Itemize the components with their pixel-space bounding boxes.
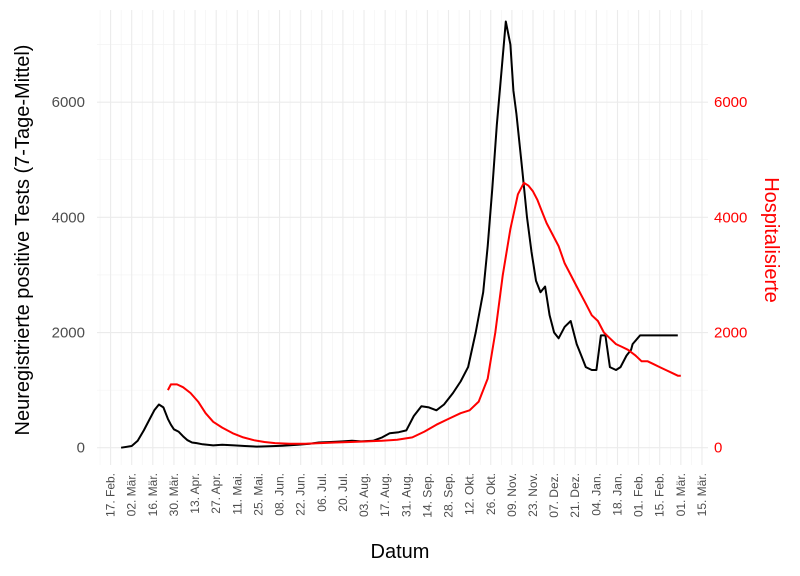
y-tick-label-right: 2000 (714, 325, 747, 342)
y-tick-label-left: 4000 (52, 209, 85, 226)
x-tick-label: 11. Mai. (230, 473, 244, 515)
y-tick-label-left: 2000 (52, 325, 85, 342)
x-tick-label: 03. Aug. (357, 473, 371, 517)
x-tick-label: 20. Jul. (336, 473, 350, 512)
x-tick-label: 21. Dez. (568, 473, 582, 518)
x-tick-label: 31. Aug. (399, 473, 413, 517)
x-tick-label: 23. Nov. (526, 473, 540, 517)
x-tick-label: 27. Apr. (209, 473, 223, 514)
y-tick-label-left: 0 (77, 440, 85, 457)
x-tick-label: 28. Sep. (442, 473, 456, 518)
series-layer (120, 20, 681, 449)
major-gridlines (97, 10, 708, 465)
x-tick-label: 01. Mär. (674, 473, 688, 516)
hospitalized-line (167, 181, 681, 445)
minor-gridlines (97, 10, 708, 465)
x-tick-label: 08. Jun. (273, 473, 287, 516)
x-axis-title: Datum (371, 541, 430, 563)
x-tick-label: 17. Feb. (104, 473, 118, 517)
x-tick-label: 01. Feb. (632, 473, 646, 517)
positive-tests-line (120, 20, 678, 449)
left-y-axis-ticks: 0 2000 4000 6000 (52, 94, 85, 457)
x-tick-label: 26. Okt. (484, 473, 498, 515)
x-tick-label: 13. Apr. (188, 473, 202, 514)
y-tick-label-right: 0 (714, 440, 722, 457)
x-tick-label: 17. Aug. (378, 473, 392, 517)
x-tick-label: 02. Mär. (125, 473, 139, 516)
x-tick-label: 15. Feb. (653, 473, 667, 517)
x-tick-label: 12. Okt. (463, 473, 477, 515)
x-tick-label: 14. Sep. (420, 473, 434, 518)
x-tick-label: 15. Mär. (695, 473, 709, 516)
x-tick-label: 25. Mai. (251, 473, 265, 516)
x-tick-label: 30. Mär. (167, 473, 181, 516)
x-tick-label: 18. Jan. (611, 473, 625, 516)
y-axis-title-left: Neuregistrierte positive Tests (7-Tage-M… (12, 45, 34, 436)
y-axis-title-right: Hospitalisierte (760, 177, 782, 303)
x-tick-label: 09. Nov. (505, 473, 519, 517)
x-tick-label: 07. Dez. (547, 473, 561, 518)
y-tick-label-right: 6000 (714, 94, 747, 111)
y-tick-label-right: 4000 (714, 209, 747, 226)
x-tick-label: 16. Mär. (146, 473, 160, 516)
x-tick-label: 06. Jul. (315, 473, 329, 512)
y-tick-label-left: 6000 (52, 94, 85, 111)
right-y-axis-ticks: 0 2000 4000 6000 (714, 94, 747, 457)
x-tick-label: 22. Jun. (294, 473, 308, 516)
x-tick-label: 04. Jan. (589, 473, 603, 516)
x-axis-ticks: 17. Feb. 02. Mär. 16. Mär. 30. Mär. 13. Apr.… (104, 473, 709, 518)
